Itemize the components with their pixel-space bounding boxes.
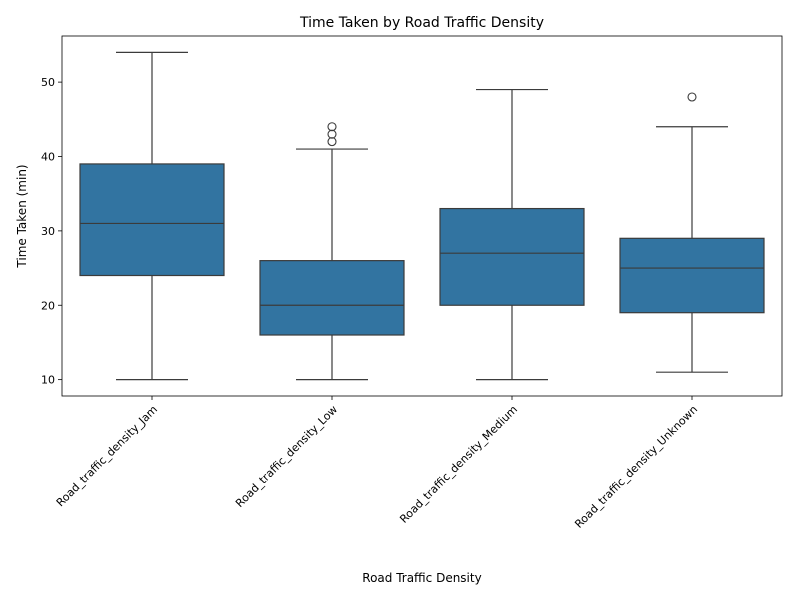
y-tick-label: 30	[41, 225, 55, 238]
x-axis-label: Road Traffic Density	[362, 571, 481, 585]
iqr-box	[439, 207, 585, 306]
x-tick-label: Road_traffic_density_Unknown	[572, 403, 700, 531]
y-axis-label: Time Taken (min)	[15, 164, 29, 268]
y-tick-label: 50	[41, 76, 55, 89]
y-tick-label: 20	[41, 299, 55, 312]
y-axis: 10 20 30 40 50	[41, 76, 62, 387]
y-tick-label: 10	[41, 374, 55, 387]
x-tick-label: Road_traffic_density_Jam	[54, 403, 160, 509]
box-group-4	[619, 92, 765, 373]
plot-frame	[61, 35, 783, 397]
iqr-box	[259, 260, 405, 336]
chart-title: Time Taken by Road Traffic Density	[299, 15, 544, 31]
y-tick-label: 40	[41, 150, 55, 163]
box-group-2	[259, 122, 405, 381]
outlier-point	[327, 137, 337, 147]
iqr-box	[79, 163, 225, 277]
iqr-box	[619, 237, 765, 314]
plot-area	[79, 51, 765, 381]
outlier-point	[687, 92, 697, 102]
box-group-3	[439, 88, 585, 381]
x-axis: Road_traffic_density_Jam Road_traffic_den…	[54, 396, 700, 531]
x-tick-label: Road_traffic_density_Medium	[397, 403, 520, 526]
outlier-point	[327, 129, 337, 139]
outlier-point	[327, 122, 337, 132]
x-tick-label: Road_traffic_density_Low	[233, 403, 340, 510]
box-group-1	[79, 51, 225, 381]
